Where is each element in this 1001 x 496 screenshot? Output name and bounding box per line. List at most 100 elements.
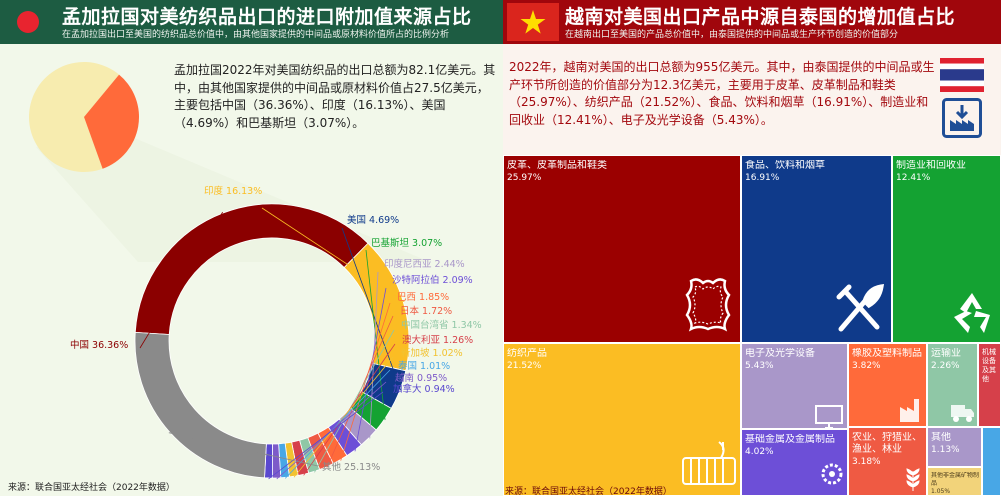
donut-leader-line: [314, 329, 395, 473]
donut-label: 中国台湾省 1.34%: [401, 319, 482, 331]
treemap-category: 基础金属及金属制品: [745, 434, 835, 445]
treemap-percent: 4.02%: [745, 447, 774, 457]
leather-icon: [685, 278, 731, 332]
wheat-icon: [906, 468, 920, 491]
truck-icon: [951, 405, 974, 422]
treemap-label: 电子及光学设备 5.43%: [745, 348, 846, 428]
treemap-label: 其他 1.13%: [931, 432, 980, 466]
treemap-cell-narrow: [982, 427, 1001, 496]
treemap-category: 皮革、皮革制品和鞋类: [507, 160, 607, 171]
treemap-cell: 其他非金属矿物制品 1.05%: [927, 467, 982, 496]
donut-leader-line: [365, 249, 386, 421]
treemap-label: 纺织产品 21.52%: [507, 348, 739, 495]
treemap-label: 基础金属及金属制品 4.02%: [745, 434, 846, 495]
treemap-label: 农业、狩猎业、渔业、林业 3.18%: [852, 432, 925, 495]
utensils-icon: [836, 283, 885, 332]
donut-slice: [134, 203, 369, 335]
treemap-label: 制造业和回收业 12.41%: [896, 160, 999, 342]
vietnam-flag-icon: [507, 3, 559, 41]
treemap-percent: 5.43%: [745, 361, 774, 371]
treemap-category: 农业、狩猎业、渔业、林业: [852, 432, 922, 455]
treemap-category: 橡胶及塑料制品: [852, 348, 922, 359]
page-subtitle: 在孟加拉国出口至美国的纺织品总价值中，由其他国家提供的中间品或原材料价值所占的比…: [62, 30, 450, 40]
treemap-category: 其他非金属矿物制品: [931, 472, 980, 487]
treemap-label: 运输业 2.26%: [931, 348, 976, 426]
donut-leader-line: [354, 287, 387, 452]
donut-label: 沙特阿拉伯 2.09%: [392, 274, 473, 286]
flag-star: [520, 10, 546, 34]
donut-leader-line: [326, 315, 394, 468]
treemap-percent: 21.52%: [507, 361, 542, 371]
treemap-category: 制造业和回收业: [896, 160, 966, 171]
box-factory: [950, 120, 974, 131]
treemap-cell: 运输业 2.26%: [927, 343, 978, 427]
donut-label: 巴基斯坦 3.07%: [371, 237, 442, 249]
box-arrow: [955, 105, 969, 120]
vietnam-panel: 越南对美国出口产品中源自泰国的增加值占比 在越南出口至美国的产品总价值中，由泰国…: [503, 0, 1001, 496]
bangladesh-source: 来源：联合国亚太经社会（2022年数据）: [8, 483, 175, 493]
yarn-icon: [682, 441, 736, 485]
treemap-category: 其他: [931, 432, 951, 443]
treemap-category: 纺织产品: [507, 348, 547, 359]
treemap-category: 电子及光学设备: [745, 348, 815, 359]
donut-leader-line: [284, 369, 391, 479]
treemap-label: 机械设备及其他: [982, 348, 999, 426]
donut-labels: 中国 36.36% 印度 16.13% 美国 4.69% 巴基斯坦 3.07% 印度尼西…: [70, 185, 482, 480]
donut-leader-line: [293, 356, 394, 478]
donut-label: 加拿大 0.94%: [393, 383, 455, 395]
donut-label: 印度 16.13%: [204, 185, 262, 197]
treemap-label: 其他非金属矿物制品 1.05%: [931, 472, 980, 495]
treemap-percent: 12.41%: [896, 173, 931, 183]
treemap-percent: 2.26%: [931, 361, 960, 371]
flag-disc: [17, 11, 39, 33]
monitor-icon: [815, 405, 843, 429]
treemap-cell: 机械设备及其他: [978, 343, 1001, 427]
treemap-label: 橡胶及塑料制品 3.82%: [852, 348, 925, 426]
import-box-icon: [942, 98, 982, 138]
donut-label: 澳大利亚 1.26%: [402, 334, 473, 346]
bangladesh-flag-icon: [4, 3, 56, 41]
treemap-cell: 食品、饮料和烟草 16.91%: [741, 155, 892, 343]
thai-stripe-2: [940, 63, 984, 70]
treemap-cell: 皮革、皮革制品和鞋类 25.97%: [503, 155, 741, 343]
donut-leader-line: [341, 227, 402, 391]
donut-label: 新加坡 1.02%: [401, 347, 463, 359]
donut-label: 其他 25.13%: [322, 461, 380, 473]
box-outline: [942, 98, 982, 138]
treemap-cell: 制造业和回收业 12.41%: [892, 155, 1001, 343]
bangladesh-charts: 中国 36.36% 印度 16.13% 美国 4.69% 巴基斯坦 3.07% 印度尼西…: [29, 61, 482, 480]
page-title: 孟加拉国对美纺织品出口的进口附加值来源占比: [62, 6, 472, 28]
treemap-label: 食品、饮料和烟草 16.91%: [745, 160, 890, 342]
treemap-cell: 基础金属及金属制品 4.02%: [741, 429, 848, 496]
import-share-pie: [29, 61, 140, 173]
donut-leader-line: [168, 432, 319, 467]
donut-label: 日本 1.72%: [400, 305, 452, 317]
treemap-percent: 1.05%: [931, 488, 951, 495]
bangladesh-header: 孟加拉国对美纺织品出口的进口附加值来源占比 在孟加拉国出口至美国的纺织品总价值中…: [0, 0, 503, 44]
donut-leader-line: [139, 211, 223, 349]
gear-icon: [821, 463, 843, 485]
page-title: 越南对美国出口产品中源自泰国的增加值占比: [565, 6, 956, 28]
thailand-flag-icon: [940, 58, 984, 92]
pie-slice-rest: [29, 61, 120, 173]
treemap-percent: 16.91%: [745, 173, 780, 183]
treemap-label: 皮革、皮革制品和鞋类 25.97%: [507, 160, 739, 342]
recycle-icon: [954, 293, 990, 333]
bangladesh-panel: 孟加拉国对美纺织品出口的进口附加值来源占比 在孟加拉国出口至美国的纺织品总价值中…: [0, 0, 503, 496]
treemap-category: 运输业: [931, 348, 961, 359]
donut-slice: [134, 331, 267, 479]
treemap-percent: 3.82%: [852, 361, 881, 371]
pie-slice-import-share: [84, 74, 140, 169]
vietnam-header: 越南对美国出口产品中源自泰国的增加值占比 在越南出口至美国的产品总价值中，由泰国…: [503, 0, 1001, 44]
vietnam-source: 来源：联合国亚太经社会（2022年数据）: [505, 487, 672, 496]
factory-icon: [900, 399, 919, 422]
treemap-category: 食品、饮料和烟草: [745, 160, 825, 171]
page-subtitle: 在越南出口至美国的产品总价值中，由泰国提供的中间品或生产环节创造的价值部分: [565, 30, 899, 40]
donut-label: 巴西 1.85%: [397, 292, 449, 303]
donut-label: 中国 36.36%: [70, 339, 128, 351]
donut-label: 印度尼西亚 2.44%: [384, 258, 465, 270]
bangladesh-description: 孟加拉国2022年对美国纺织品的出口总额为82.1亿美元。其中，由其他国家提供的…: [174, 63, 496, 130]
donut-leader-line: [276, 381, 387, 480]
treemap-cell: 电子及光学设备 5.43%: [741, 343, 848, 429]
